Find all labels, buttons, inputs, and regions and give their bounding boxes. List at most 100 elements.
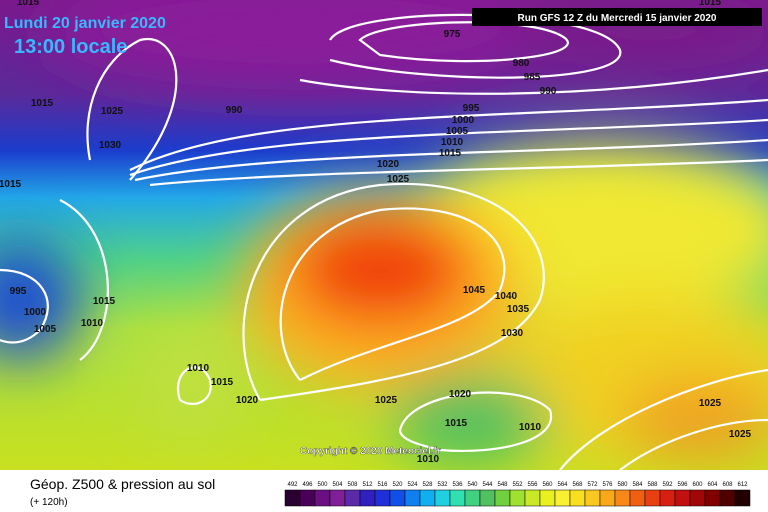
legend-title: Géop. Z500 & pression au sol [30,476,215,492]
scale-label: 500 [317,482,328,488]
copyright: Copyright © 2020 Meteociel.fr [300,446,441,457]
isobars [0,13,768,470]
scale-swatch [614,489,631,507]
scale-label: 580 [617,482,628,488]
isobar-label: 1000 [452,115,475,126]
scale-label: 548 [497,482,508,488]
scale-swatch [449,489,466,507]
scale-swatch [524,489,541,507]
isobar-label: 990 [540,86,557,97]
scale-swatch [554,489,571,507]
isobar-label: 1030 [501,328,524,339]
isobar-label: 1015 [93,296,116,307]
run-box [472,8,762,26]
scale-swatch [314,489,331,507]
scale-label: 600 [692,482,703,488]
scale-swatch [509,489,526,507]
scale-label: 536 [452,482,463,488]
isobar-label: 990 [226,105,243,116]
scale-swatch [464,489,481,507]
scale-label: 612 [737,482,748,488]
scale-label: 572 [587,482,598,488]
isobar-label: 1015 [445,418,468,429]
isobar-label: 1030 [99,140,122,151]
scale-label: 608 [722,482,733,488]
scale-label: 512 [362,482,373,488]
scale-swatch [344,489,361,507]
date: Lundi 20 janvier 2020 [4,15,166,32]
scale-swatch [329,489,346,507]
scale-swatch [719,489,736,507]
scale-swatch [569,489,586,507]
isobar-label: 1015 [0,179,22,190]
scale-label: 584 [632,482,643,488]
isobar-label: 1005 [34,324,57,335]
isobar-label: 1010 [519,422,542,433]
isobar-label: 1000 [24,307,47,318]
scale-label: 588 [647,482,658,488]
scale-label: 592 [662,482,673,488]
scale-swatch [284,489,301,507]
isobar-label: 1010 [417,454,440,465]
isobar-label: 1015 [17,0,40,8]
lead-time: (+ 120h) [30,497,68,508]
isobar-label: 985 [524,72,541,83]
isobar-label: 975 [444,29,461,40]
isobar-label: 1025 [101,106,124,117]
isobar-label: 1020 [449,389,472,400]
isobar-label: 1015 [31,98,54,109]
isobar-label: 1015 [699,0,722,8]
scale-label: 532 [437,482,448,488]
scale-swatch [374,489,391,507]
field [0,0,768,470]
scale-swatch [599,489,616,507]
isobar-label: 1025 [729,429,752,440]
isobar-label: 1015 [439,148,462,159]
isobar-label: 1010 [441,137,464,148]
scale-label: 540 [467,482,478,488]
isobar-label: 1010 [81,318,104,329]
scale-swatch [434,489,451,507]
scale-swatch [584,489,601,507]
scale-label: 520 [392,482,403,488]
scale-swatch [689,489,706,507]
isobar-label: 980 [513,58,530,69]
scale-label: 596 [677,482,688,488]
scale-label: 560 [542,482,553,488]
isobar-label: 1040 [495,291,518,302]
isobar-label: 1025 [699,398,722,409]
scale-label: 508 [347,482,358,488]
isobar-label: 995 [10,286,27,297]
scale-label: 496 [302,482,313,488]
scale-label: 568 [572,482,583,488]
isobar-label: 1010 [187,363,210,374]
scale-swatch [299,489,316,507]
isobar-label: 1020 [236,395,259,406]
scale-label: 576 [602,482,613,488]
scale-swatch [389,489,406,507]
isobar-label: 1045 [463,285,486,296]
scale-label: 516 [377,482,388,488]
isobar-label: 1020 [377,159,400,170]
scale-label: 564 [557,482,568,488]
scale-swatch [659,489,676,507]
scale-swatch [419,489,436,507]
run-info: Run GFS 12 Z du Mercredi 15 janvier 2020 [518,13,717,24]
isobar-label: 1015 [211,377,234,388]
scale-label: 552 [512,482,523,488]
scale-swatch [629,489,646,507]
isobar-label: 1025 [387,174,410,185]
scale-label: 556 [527,482,538,488]
isobar-label: 995 [463,103,480,114]
scale-swatch [674,489,691,507]
isobar-label: 1025 [375,395,398,406]
scale-swatch [404,489,421,507]
time: 13:00 locale [14,36,127,58]
scale-swatch [494,489,511,507]
scale-swatch [734,489,751,507]
isobar-label: 1035 [507,304,530,315]
scale-label: 544 [482,482,493,488]
scale-swatch [359,489,376,507]
isobar-label: 1005 [446,126,469,137]
